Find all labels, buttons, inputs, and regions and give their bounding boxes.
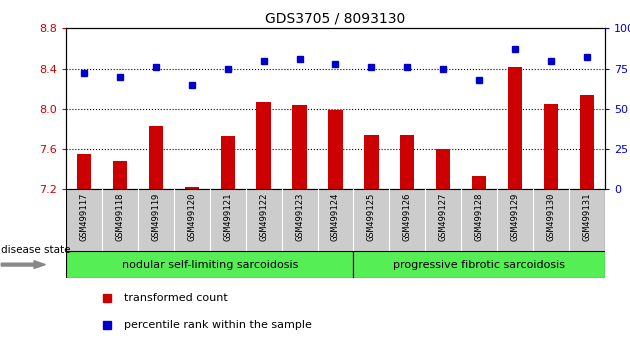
Bar (66, 251, 353, 278)
Bar (328, 110, 343, 189)
Text: GSM499129: GSM499129 (510, 193, 520, 241)
Text: GSM499130: GSM499130 (546, 193, 556, 241)
Bar (77, 154, 91, 189)
Bar (149, 126, 163, 189)
Text: transformed count: transformed count (124, 293, 227, 303)
Bar (256, 102, 271, 189)
Text: progressive fibrotic sarcoidosis: progressive fibrotic sarcoidosis (393, 259, 565, 270)
Title: GDS3705 / 8093130: GDS3705 / 8093130 (265, 12, 406, 26)
Text: GSM499117: GSM499117 (79, 193, 89, 241)
Bar (436, 149, 450, 189)
Bar (185, 187, 199, 189)
Text: GSM499121: GSM499121 (223, 193, 232, 241)
Text: GSM499122: GSM499122 (259, 193, 268, 241)
Bar (508, 67, 522, 189)
Text: nodular self-limiting sarcoidosis: nodular self-limiting sarcoidosis (122, 259, 298, 270)
Text: GSM499127: GSM499127 (438, 193, 448, 241)
Text: GSM499131: GSM499131 (582, 193, 592, 241)
Text: GSM499120: GSM499120 (187, 193, 197, 241)
Text: disease state: disease state (1, 245, 71, 256)
Bar (220, 136, 235, 189)
Bar (113, 161, 127, 189)
Bar (364, 135, 379, 189)
Text: GSM499119: GSM499119 (151, 193, 161, 241)
Text: GSM499118: GSM499118 (115, 193, 125, 241)
Text: percentile rank within the sample: percentile rank within the sample (124, 320, 312, 330)
Text: GSM499123: GSM499123 (295, 193, 304, 241)
Bar (400, 135, 415, 189)
Bar (353, 251, 605, 278)
Text: GSM499126: GSM499126 (403, 193, 412, 241)
Bar (292, 105, 307, 189)
Bar (544, 104, 558, 189)
Text: GSM499128: GSM499128 (474, 193, 484, 241)
Text: GSM499124: GSM499124 (331, 193, 340, 241)
Text: GSM499125: GSM499125 (367, 193, 376, 241)
Bar (472, 176, 486, 189)
Bar (580, 95, 594, 189)
